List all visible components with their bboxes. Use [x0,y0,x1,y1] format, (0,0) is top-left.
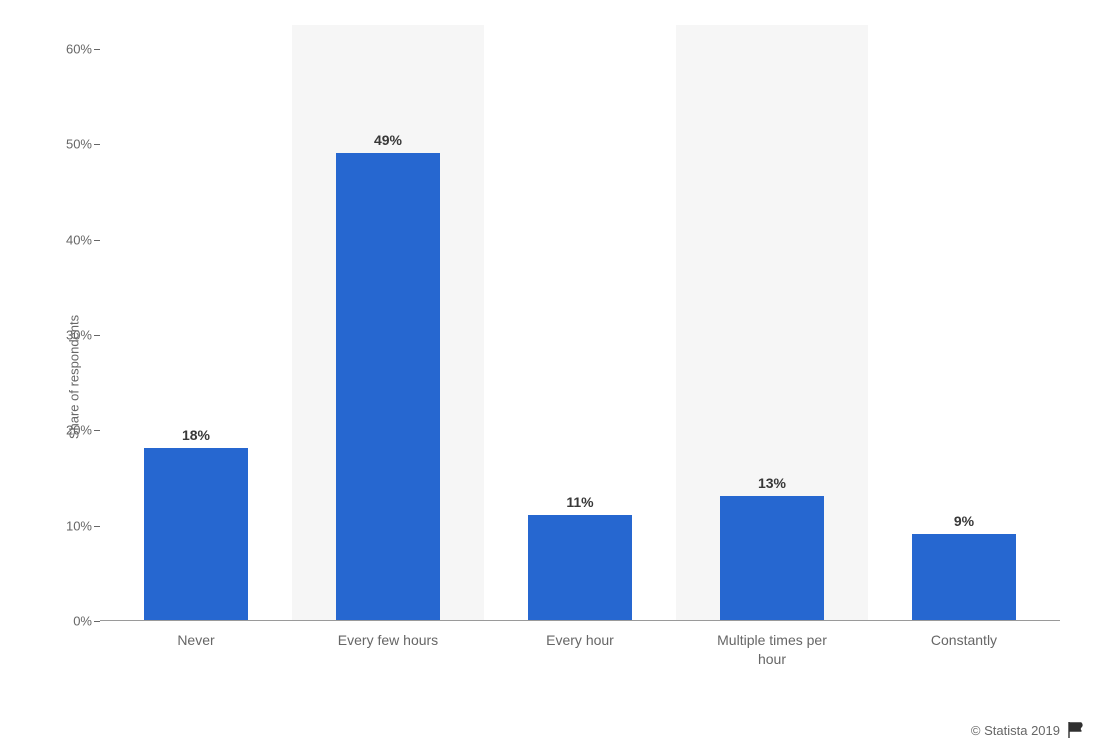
y-tick-label: 10% [52,518,92,533]
y-tick-label: 40% [52,232,92,247]
x-tick-label: Multiple times perhour [686,631,859,669]
attribution-text: © Statista 2019 [971,723,1060,738]
x-tick-label: Never [110,631,283,650]
plot-area: 0%10%20%30%40%50%60% 18%49%11%13%9% [100,25,1060,621]
bar-group: 18% [144,449,248,621]
bar-value-label: 13% [720,475,824,491]
y-tick-label: 30% [52,327,92,342]
bar[interactable] [528,515,632,620]
bar-group: 49% [336,154,440,621]
x-tick-label: Constantly [878,631,1051,650]
y-tick-label: 60% [52,41,92,56]
x-tick-label: Every hour [494,631,667,650]
y-tick-label: 20% [52,423,92,438]
bar[interactable] [720,496,824,620]
bar-value-label: 11% [528,494,632,510]
bar[interactable] [912,534,1016,620]
attribution: © Statista 2019 [971,722,1086,738]
y-tick-label: 0% [52,614,92,629]
bar-value-label: 18% [144,427,248,443]
bar-group: 11% [528,516,632,621]
bar-chart: Share of respondents 0%10%20%30%40%50%60… [0,0,1116,754]
bar-group: 9% [912,535,1016,621]
x-tick-label: Every few hours [302,631,475,650]
flag-icon[interactable] [1068,722,1086,738]
bar-value-label: 49% [336,132,440,148]
bar[interactable] [336,153,440,620]
bars: 18% 49% 11% 13% 9% [100,25,1060,621]
x-axis-line [100,620,1060,621]
y-tick-mark [94,621,100,622]
bar[interactable] [144,448,248,620]
y-tick-label: 50% [52,137,92,152]
bar-value-label: 9% [912,513,1016,529]
bar-group: 13% [720,497,824,621]
